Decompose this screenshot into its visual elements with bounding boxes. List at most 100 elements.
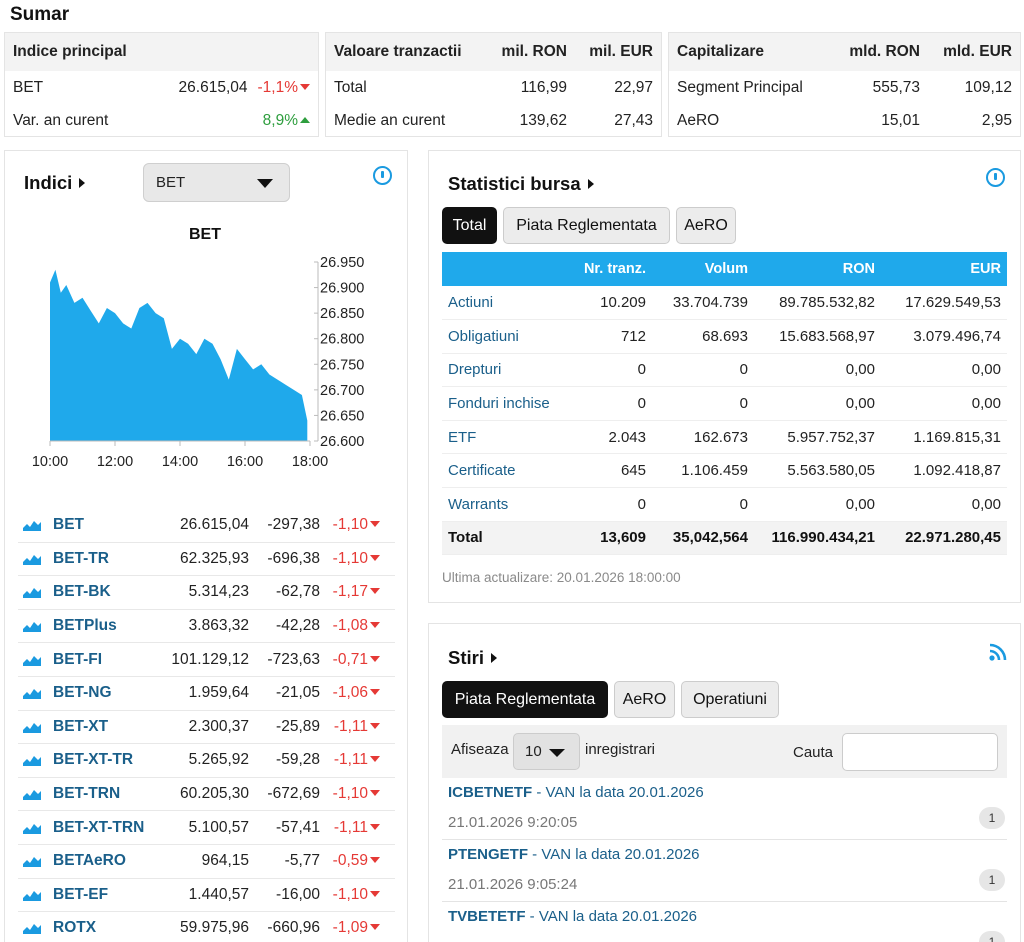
index-row[interactable]: BET 26.615,04 -297,38 -1,10 bbox=[18, 509, 395, 543]
show-label: Afiseaza bbox=[451, 741, 509, 758]
table-row: ETF 2.043 162.673 5.957.752,37 1.169.815,31 bbox=[442, 420, 1007, 455]
news-title[interactable]: PTENGETF - VAN la data 20.01.2026 bbox=[448, 846, 700, 863]
cell-nr-tranz: 645 bbox=[560, 453, 652, 489]
news-item[interactable]: ICBETNETF - VAN la data 20.01.2026 21.01.… bbox=[442, 778, 1007, 840]
index-row[interactable]: BETAeRO 964,15 -5,77 -0,59 bbox=[18, 845, 395, 879]
tab-total[interactable]: Total bbox=[442, 207, 497, 244]
news-title[interactable]: TVBETETF - VAN la data 20.01.2026 bbox=[448, 908, 697, 925]
page-size-select[interactable]: 10 bbox=[513, 733, 580, 770]
cell-ron: 5.957.752,37 bbox=[754, 420, 881, 455]
down-arrow-icon bbox=[370, 790, 380, 797]
news-symbol[interactable]: TVBETETF bbox=[448, 908, 526, 925]
index-row[interactable]: BETPlus 3.863,32 -42,28 -1,08 bbox=[18, 610, 395, 644]
col-ron: RON bbox=[754, 252, 881, 286]
index-row[interactable]: ROTX 59.975,96 -660,96 -1,09 bbox=[18, 912, 395, 942]
index-row[interactable]: BET-NG 1.959,64 -21,05 -1,06 bbox=[18, 677, 395, 711]
indice-principal-label: Indice principal bbox=[13, 43, 127, 60]
value-eur: 22,97 bbox=[614, 78, 653, 96]
valoare-row: Medie an curent 139,62 27,43 bbox=[326, 104, 661, 137]
row-label[interactable]: Certificate bbox=[442, 453, 560, 489]
cell-volum: 68.693 bbox=[652, 319, 754, 354]
cell-eur: 0,00 bbox=[881, 353, 1007, 388]
index-row[interactable]: BET-FI 101.129,12 -723,63 -0,71 bbox=[18, 643, 395, 677]
row-label[interactable]: Drepturi bbox=[442, 353, 560, 388]
info-icon[interactable] bbox=[373, 166, 392, 185]
index-row[interactable]: BET-XT 2.300,37 -25,89 -1,11 bbox=[18, 711, 395, 745]
index-name[interactable]: BET bbox=[53, 516, 84, 534]
tab-piata-reglementata[interactable]: Piata Reglementata bbox=[503, 207, 670, 244]
down-arrow-icon bbox=[370, 655, 380, 662]
index-row[interactable]: BET-XT-TR 5.265,92 -59,28 -1,11 bbox=[18, 744, 395, 778]
news-headline[interactable]: - VAN la data 20.01.2026 bbox=[525, 908, 698, 925]
capitalizare-row: Segment Principal 555,73 109,12 bbox=[669, 71, 1020, 104]
search-input[interactable] bbox=[842, 733, 998, 771]
index-delta: -672,69 bbox=[267, 785, 320, 803]
index-delta: -42,28 bbox=[276, 617, 320, 635]
index-name[interactable]: BET-XT-TR bbox=[53, 751, 134, 769]
index-delta: -62,78 bbox=[276, 583, 320, 601]
stiri-title-link[interactable]: Stiri bbox=[448, 647, 497, 669]
bet-value: 26.615,04 bbox=[178, 78, 248, 96]
rss-icon[interactable] bbox=[989, 643, 1007, 661]
index-name[interactable]: BET-NG bbox=[53, 684, 112, 702]
valoare-tranzactii-box: Valoare tranzactii mil. RON mil. EUR Tot… bbox=[325, 32, 662, 137]
index-row[interactable]: BET-EF 1.440,57 -16,00 -1,10 bbox=[18, 879, 395, 913]
row-label[interactable]: ETF bbox=[442, 420, 560, 455]
capitalizare-box: Capitalizare mld. RON mld. EUR Segment P… bbox=[668, 32, 1021, 137]
index-name[interactable]: BET-XT-TRN bbox=[53, 818, 145, 836]
indici-title-link[interactable]: Indici bbox=[24, 172, 86, 194]
row-label: Total bbox=[442, 521, 560, 556]
tab-operatiuni[interactable]: Operatiuni bbox=[681, 681, 779, 718]
index-name[interactable]: BETAeRO bbox=[53, 852, 126, 870]
index-name[interactable]: BET-FI bbox=[53, 650, 103, 668]
news-title[interactable]: ICBETNETF - VAN la data 20.01.2026 bbox=[448, 784, 704, 801]
index-row[interactable]: BET-TR 62.325,93 -696,38 -1,10 bbox=[18, 543, 395, 577]
index-value: 5.314,23 bbox=[188, 583, 249, 601]
index-value: 1.959,64 bbox=[188, 684, 249, 702]
tab-piata-reglementata-news[interactable]: Piata Reglementata bbox=[442, 681, 608, 718]
index-name[interactable]: BET-XT bbox=[53, 717, 109, 735]
area-chart-icon bbox=[23, 924, 41, 935]
news-headline[interactable]: - VAN la data 20.01.2026 bbox=[528, 846, 700, 863]
area-chart-icon bbox=[23, 521, 41, 532]
index-select[interactable]: BET bbox=[143, 163, 290, 202]
index-delta: -57,41 bbox=[276, 818, 320, 836]
news-item[interactable]: TVBETETF - VAN la data 20.01.2026 1 bbox=[442, 902, 1007, 942]
x-tick-label: 10:00 bbox=[32, 454, 68, 470]
table-row: Drepturi 0 0 0,00 0,00 bbox=[442, 353, 1007, 388]
cell-volum: 0 bbox=[652, 353, 754, 388]
index-value: 59.975,96 bbox=[180, 919, 249, 937]
row-label[interactable]: Warrants bbox=[442, 487, 560, 522]
index-name[interactable]: ROTX bbox=[53, 919, 97, 937]
y-tick-label: 26.700 bbox=[320, 383, 364, 399]
tab-aero-news[interactable]: AeRO bbox=[614, 681, 675, 718]
news-headline[interactable]: - VAN la data 20.01.2026 bbox=[532, 784, 704, 801]
stiri-panel bbox=[428, 623, 1021, 942]
row-label[interactable]: Fonduri inchise bbox=[442, 386, 560, 421]
news-symbol[interactable]: ICBETNETF bbox=[448, 784, 533, 801]
row-label[interactable]: Actiuni bbox=[442, 286, 560, 321]
index-row[interactable]: BET-BK 5.314,23 -62,78 -1,17 bbox=[18, 576, 395, 610]
news-item[interactable]: PTENGETF - VAN la data 20.01.2026 21.01.2… bbox=[442, 840, 1007, 902]
cell-nr-tranz: 0 bbox=[560, 353, 652, 388]
info-icon[interactable] bbox=[986, 168, 1005, 187]
news-symbol[interactable]: PTENGETF bbox=[448, 846, 529, 863]
index-name[interactable]: BET-EF bbox=[53, 885, 109, 903]
row-label[interactable]: Obligatiuni bbox=[442, 319, 560, 354]
statistici-title-link[interactable]: Statistici bursa bbox=[448, 173, 594, 195]
index-delta: -25,89 bbox=[276, 717, 320, 735]
index-name[interactable]: BET-TR bbox=[53, 549, 109, 567]
index-delta: -297,38 bbox=[267, 516, 320, 534]
index-name[interactable]: BET-TRN bbox=[53, 785, 121, 803]
valoare-row: Total 116,99 22,97 bbox=[326, 71, 661, 104]
index-value: 3.863,32 bbox=[188, 617, 249, 635]
indice-principal-box: Indice principal BET 26.615,04 -1,1% Var… bbox=[4, 32, 319, 137]
index-row[interactable]: BET-TRN 60.205,30 -672,69 -1,10 bbox=[18, 778, 395, 812]
index-name[interactable]: BET-BK bbox=[53, 583, 111, 601]
index-pct: -1,17 bbox=[320, 583, 380, 601]
index-value: 62.325,93 bbox=[180, 549, 249, 567]
index-name[interactable]: BETPlus bbox=[53, 617, 117, 635]
down-arrow-icon bbox=[370, 521, 380, 528]
tab-aero[interactable]: AeRO bbox=[676, 207, 736, 244]
index-row[interactable]: BET-XT-TRN 5.100,57 -57,41 -1,11 bbox=[18, 811, 395, 845]
